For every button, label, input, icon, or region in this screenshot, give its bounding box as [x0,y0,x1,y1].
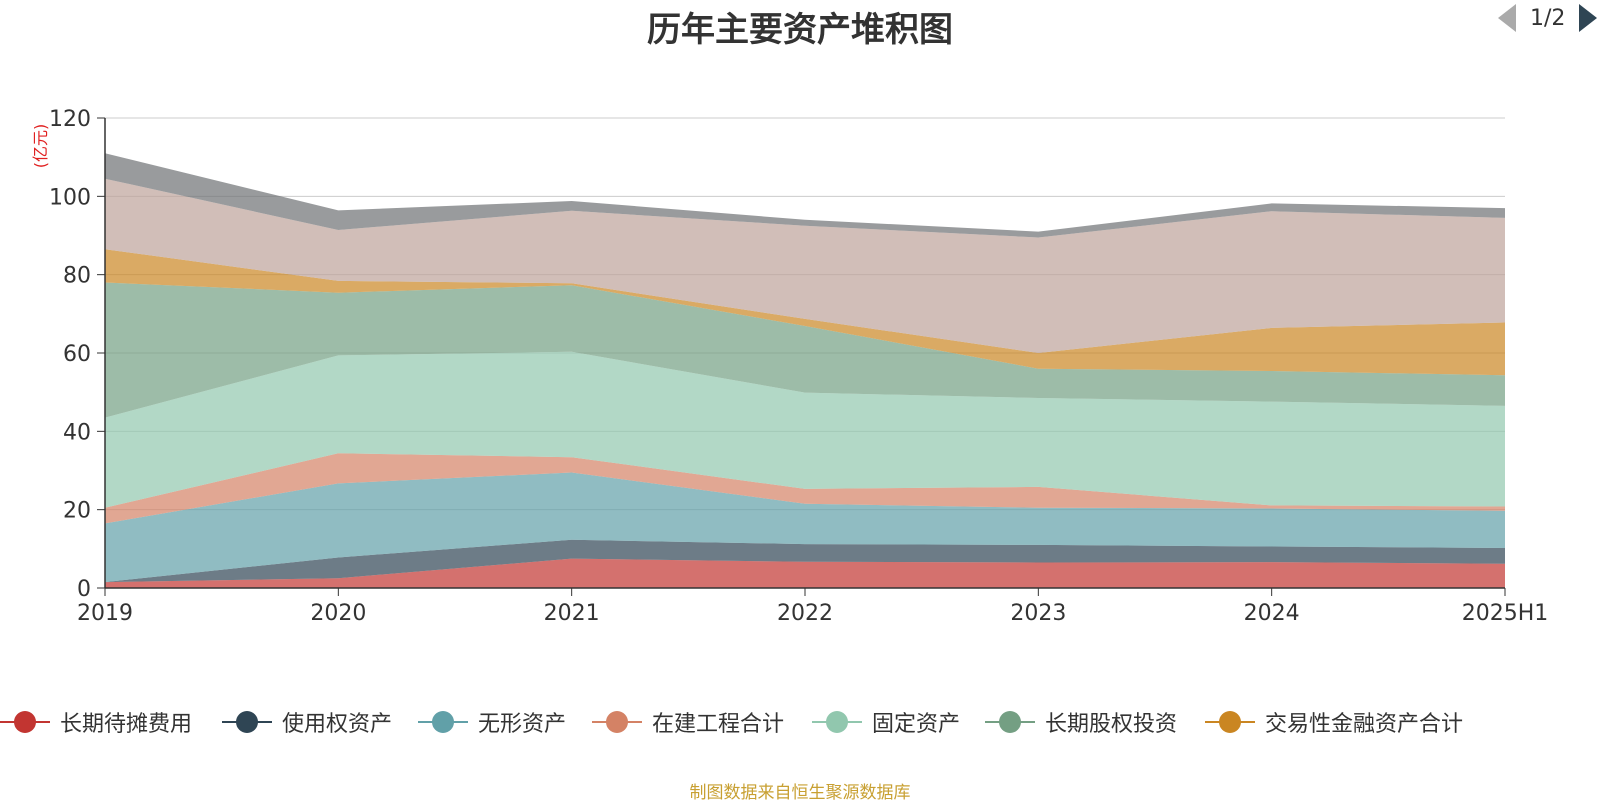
x-tick-label: 2021 [544,601,600,626]
legend-swatch-icon [985,704,1035,740]
legend-item[interactable]: 交易性金融资产合计 [1205,704,1463,740]
area-series-6 [105,282,1505,418]
stacked-area-chart: 0 20 40 60 80 100 120 2019 2020 2021 2022 2023 2024 2… [31,107,1548,626]
area-series-5 [105,351,1505,508]
area-series-8 [105,178,1505,353]
legend-label: 长期股权投资 [1045,712,1178,737]
legend-label: 固定资产 [872,712,961,737]
area-series-9 [105,153,1505,238]
legend-label: 使用权资产 [282,712,393,737]
legend-label: 长期待摊费用 [60,712,193,737]
legend-item[interactable]: 长期待摊费用 [0,704,192,740]
footnote: 制图数据来自恒生聚源数据库 [689,783,911,803]
y-tick-label: 120 [49,107,91,132]
legend-item[interactable]: 无形资产 [418,704,566,740]
pager-next-icon[interactable] [1579,4,1598,32]
legend: 长期待摊费用 使用权资产 无形资产 在建工程合计 固定资产 长期股权投资 交易性金融资产合计 [0,704,1600,740]
area-series-3 [105,472,1505,583]
legend-label: 交易性金融资产合计 [1265,712,1464,737]
legend-swatch-icon [222,704,272,740]
legend-swatch-icon [1205,704,1255,740]
x-tick-label: 2022 [777,601,833,626]
y-tick-label: 40 [63,420,91,445]
legend-swatch-icon [0,704,50,740]
x-tick-label: 2023 [1010,601,1066,626]
legend-label: 在建工程合计 [652,712,785,737]
legend-item[interactable]: 长期股权投资 [985,704,1177,740]
legend-pager: 1/2 [1498,0,1598,36]
x-tick-label: 2019 [77,601,133,626]
area-series [105,153,1505,588]
x-tick-label: 2020 [310,601,366,626]
y-axis-unit-label: (亿元) [31,124,50,169]
axes: 0 20 40 60 80 100 120 2019 2020 2021 2022 2023 2024 2… [49,107,1548,626]
pager-text: 1/2 [1530,5,1566,31]
x-tick-label: 2024 [1244,601,1300,626]
legend-item[interactable]: 固定资产 [812,704,960,740]
legend-swatch-icon [592,704,642,740]
pager-prev-icon[interactable] [1498,4,1516,32]
legend-swatch-icon [418,704,468,740]
legend-item[interactable]: 在建工程合计 [592,704,784,740]
area-series-1 [105,558,1505,588]
area-series-4 [105,453,1505,524]
y-tick-label: 0 [77,577,91,602]
chart-title: 历年主要资产堆积图 [647,10,953,50]
area-series-7 [105,249,1505,376]
legend-item[interactable]: 使用权资产 [222,704,392,740]
y-tick-label: 100 [49,185,91,210]
x-tick-label: 2025H1 [1462,601,1549,626]
legend-label: 无形资产 [478,712,567,737]
y-tick-label: 80 [63,264,91,289]
area-series-2 [105,539,1505,583]
legend-swatch-icon [812,704,862,740]
y-tick-label: 20 [63,499,91,524]
y-tick-label: 60 [63,342,91,367]
